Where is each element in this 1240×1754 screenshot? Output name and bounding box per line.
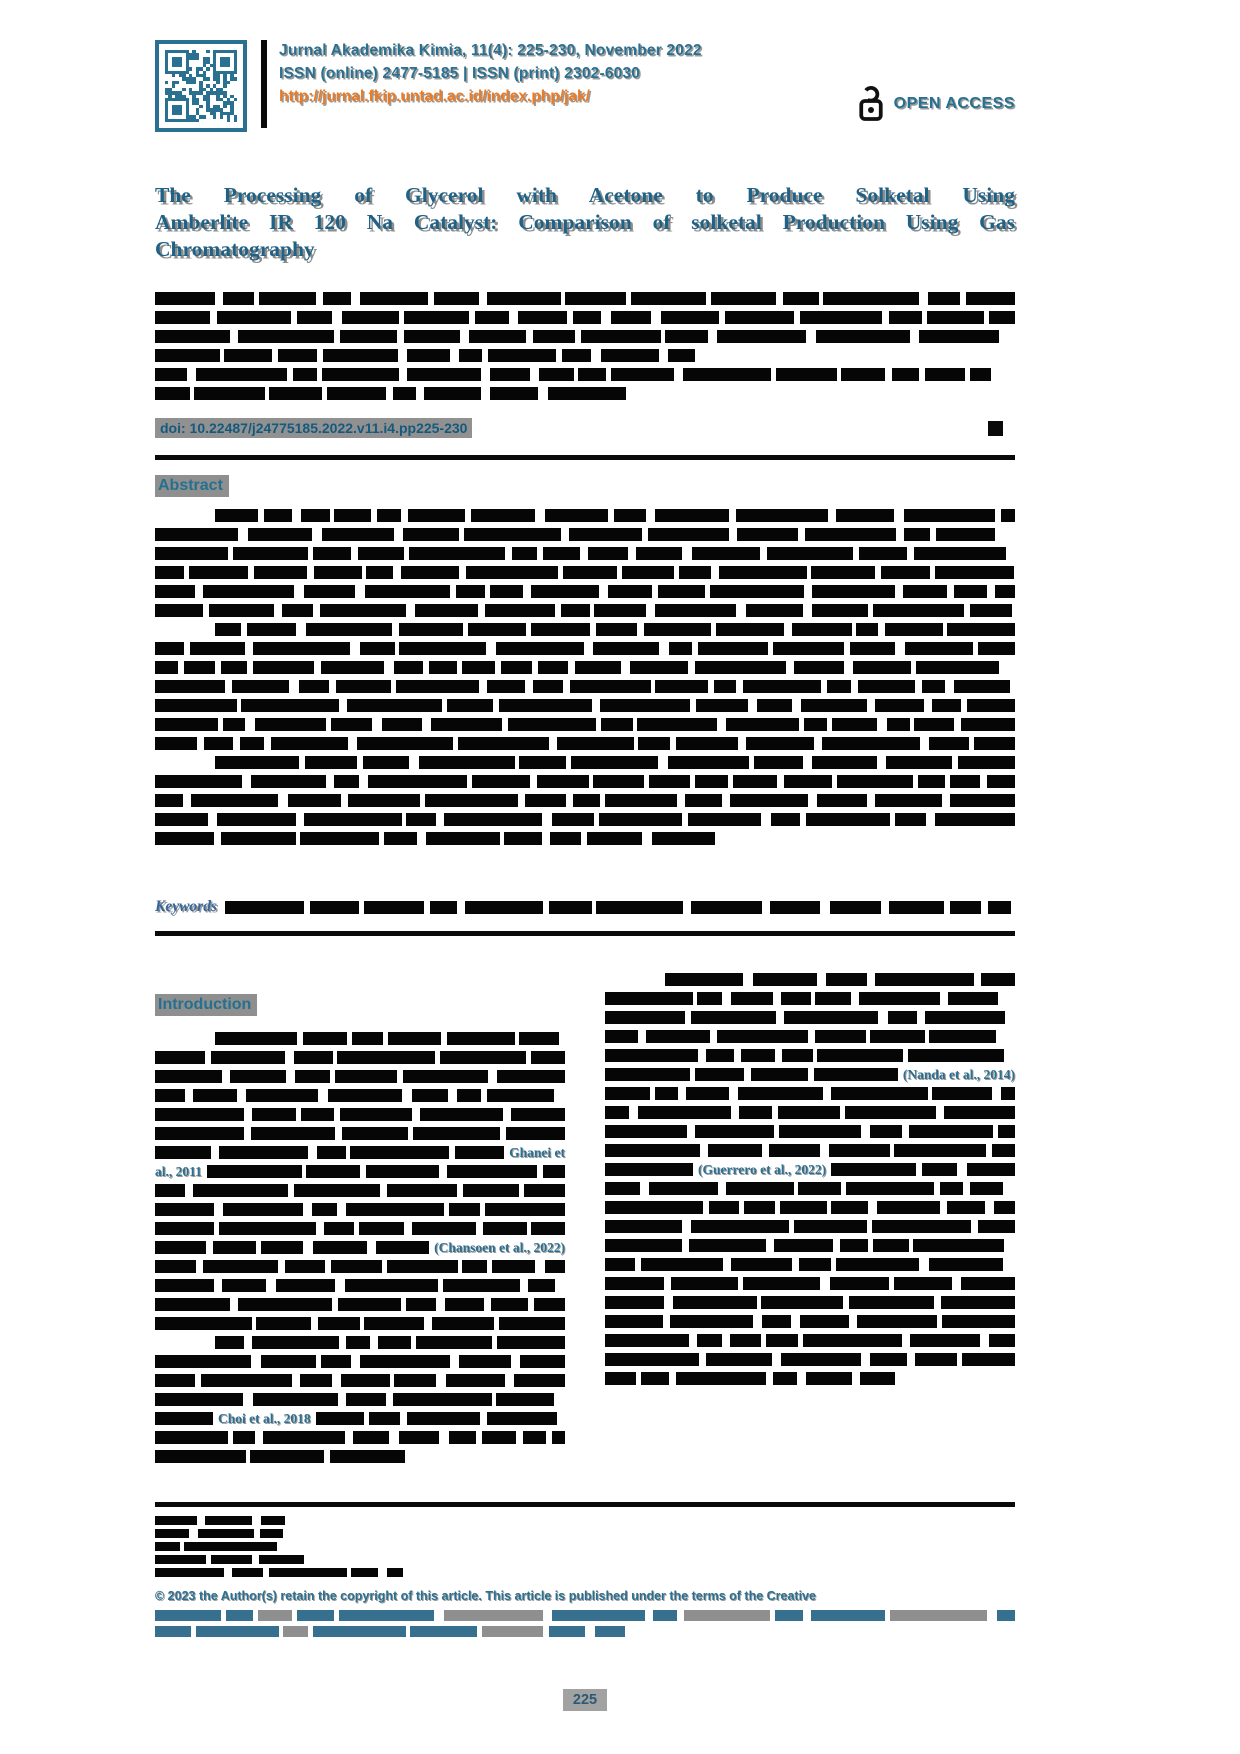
- redacted-text: [315, 1412, 565, 1425]
- body-columns: Introduction Ghanei et al., 2011 (Chanso…: [155, 968, 1015, 1466]
- page-number: 225: [562, 1689, 608, 1711]
- redacted-paragraph: [155, 1257, 565, 1409]
- open-access-badge: OPEN ACCESS: [856, 84, 1015, 124]
- redacted-license-text: [155, 1607, 1015, 1639]
- title-line: The Processing of Glycerol with Acetone …: [155, 183, 1015, 207]
- redacted-paragraph: [605, 1179, 1015, 1388]
- redacted-line-with-citation: Choi et al., 2018: [155, 1409, 565, 1428]
- redacted-line-with-citation: Ghanei et: [155, 1143, 565, 1162]
- redacted-paragraph: [155, 1428, 565, 1466]
- citation-link[interactable]: (Guerrero et al., 2022): [698, 1161, 827, 1177]
- footer-rule: [155, 1502, 1015, 1507]
- title-line: Amberlite IR 120 Na Catalyst: Comparison…: [155, 210, 1015, 234]
- article-title: The Processing of Glycerol with Acetone …: [155, 182, 1015, 263]
- redacted-text: [605, 1163, 693, 1176]
- qr-code-icon: [165, 50, 237, 122]
- redacted-correspondence-block: [155, 1514, 1015, 1579]
- copyright-block: © 2023 the Author(s) retain the copyrigh…: [155, 1588, 1015, 1639]
- open-access-label: OPEN ACCESS: [893, 95, 1015, 112]
- redacted-text: [155, 1241, 429, 1254]
- citation-link[interactable]: (Nanda et al., 2014): [902, 1066, 1015, 1082]
- page-footer: 225: [155, 1689, 1015, 1711]
- redacted-text: [155, 1146, 504, 1159]
- doi-row: doi: 10.22487/j24775185.2022.v11.i4.pp22…: [155, 418, 1015, 438]
- copyright-line: © 2023 the Author(s) retain the copyrigh…: [155, 1589, 816, 1603]
- journal-info: Jurnal Akademika Kimia, 11(4): 225-230, …: [279, 40, 702, 106]
- redacted-paragraph: [155, 1181, 565, 1238]
- doi-link[interactable]: doi: 10.22487/j24775185.2022.v11.i4.pp22…: [155, 418, 473, 438]
- right-column: (Nanda et al., 2014) (Guerrero et al., 2…: [605, 968, 1015, 1388]
- redacted-text: [831, 1163, 1015, 1176]
- left-column: Introduction Ghanei et al., 2011 (Chanso…: [155, 968, 565, 1466]
- citation-link[interactable]: al., 2011: [155, 1163, 202, 1179]
- redacted-text: [605, 1068, 898, 1081]
- redacted-paragraph: [155, 1029, 565, 1143]
- redacted-line-with-citation: (Chansoen et al., 2022): [155, 1238, 565, 1257]
- redacted-line-with-citation: al., 2011: [155, 1162, 565, 1181]
- keywords-label: Keywords: [155, 898, 217, 915]
- qr-code: [155, 40, 247, 132]
- header-divider: [261, 40, 267, 128]
- page-content: Jurnal Akademika Kimia, 11(4): 225-230, …: [155, 0, 1015, 1711]
- introduction-heading: Introduction: [155, 994, 258, 1016]
- redacted-text: [155, 1412, 213, 1425]
- section-rule: [155, 455, 1015, 460]
- issn-line: ISSN (online) 2477-5185 | ISSN (print) 2…: [279, 65, 641, 82]
- redacted-keywords: [225, 900, 1015, 914]
- redacted-line-with-citation: (Nanda et al., 2014): [605, 1065, 1015, 1084]
- redacted-abstract-block: [155, 506, 1015, 848]
- journal-citation-line: Jurnal Akademika Kimia, 11(4): 225-230, …: [279, 42, 702, 59]
- citation-link[interactable]: (Chansoen et al., 2022): [434, 1239, 565, 1255]
- journal-url-link[interactable]: http://jurnal.fkip.untad.ac.id/index.php…: [279, 88, 590, 105]
- section-rule: [155, 931, 1015, 936]
- redacted-paragraph: [605, 1084, 1015, 1160]
- title-line: Chromatography: [155, 237, 315, 261]
- redacted-line-with-citation: (Guerrero et al., 2022): [605, 1160, 1015, 1179]
- redaction-square: [988, 420, 1003, 436]
- citation-link[interactable]: Choi et al., 2018: [218, 1410, 311, 1426]
- abstract-heading: Abstract: [155, 475, 229, 497]
- redacted-authors-block: [155, 289, 1015, 403]
- redacted-text: [206, 1165, 565, 1178]
- redacted-paragraph: [605, 970, 1015, 1065]
- citation-link[interactable]: Ghanei et: [509, 1144, 565, 1160]
- keywords-row: Keywords: [155, 898, 1015, 916]
- open-lock-icon: [859, 86, 883, 121]
- journal-header: Jurnal Akademika Kimia, 11(4): 225-230, …: [155, 0, 1015, 132]
